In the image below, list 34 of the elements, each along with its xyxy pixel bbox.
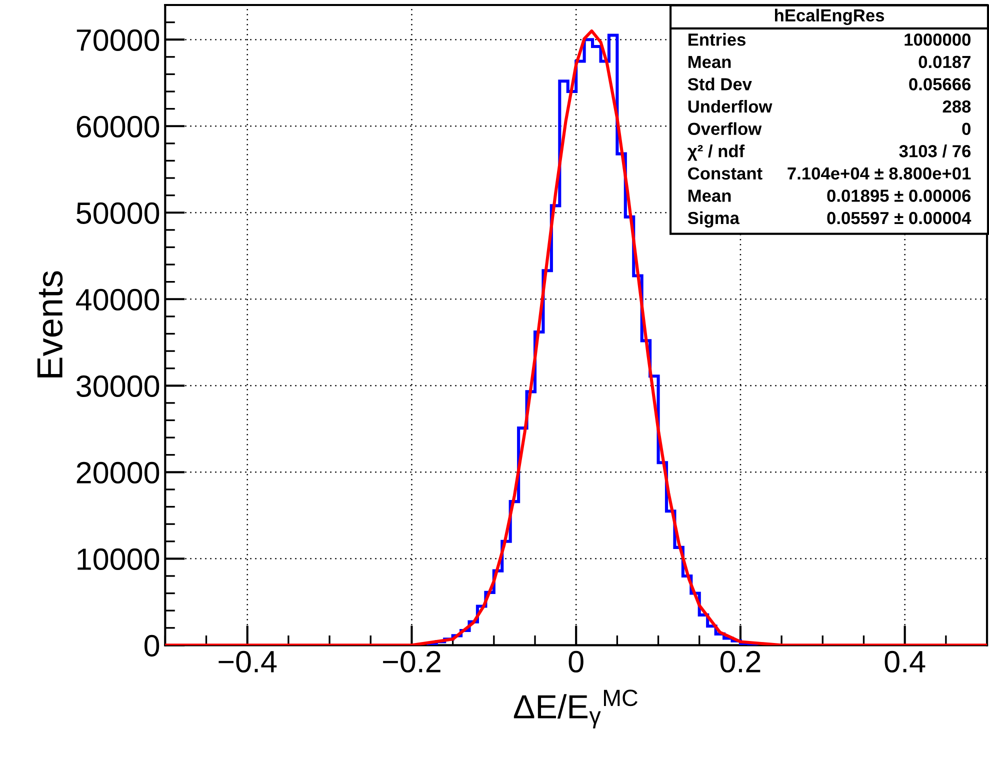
annotation: Underflow — [688, 100, 772, 113]
y-tick-label: 20000 — [76, 462, 160, 484]
x-axis-title: ΔE/E$_{γ}$$^{MC}$ — [514, 690, 638, 728]
annotation: Std Dev — [688, 78, 752, 90]
annotation: 0.01895 ± 0.00006 — [827, 190, 971, 202]
annotation: 1000000 — [904, 34, 970, 46]
annotation: 0.05597 ± 0.00004 — [827, 212, 972, 224]
annotation: 0 — [962, 122, 970, 136]
annotation: 3103 / 76 — [899, 144, 971, 158]
y-tick-label: 50000 — [76, 202, 160, 224]
y-tick-label: 40000 — [76, 288, 160, 311]
annotation: Mean — [688, 56, 731, 68]
annotation: Sigma — [688, 211, 740, 228]
annotation: 0.05666 — [909, 78, 971, 90]
y-tick-label: 0 — [144, 634, 160, 657]
x-tick-label: 0 — [568, 650, 584, 672]
x-tick-label: 0.4 — [884, 650, 926, 672]
annotation: χ² / ndf — [687, 144, 745, 161]
y-tick-label: 30000 — [76, 375, 160, 398]
annotation: hEcalEngRes — [775, 8, 884, 26]
annotation: Entries — [688, 33, 746, 46]
x-tick-label: −0.2 — [383, 650, 440, 672]
annotation: Overflow — [688, 122, 762, 136]
x-tick-label: 0.2 — [720, 650, 760, 672]
annotation: Mean — [688, 190, 731, 202]
x-tick-label: −0.4 — [218, 650, 277, 672]
y-tick-label: 70000 — [76, 29, 160, 51]
y-axis-title: Events — [37, 271, 63, 378]
y-tick-label: 10000 — [78, 548, 160, 570]
annotation: 7.104e+04 ± 8.800e+01 — [788, 167, 971, 180]
annotation: 0.0187 — [918, 56, 970, 68]
annotation: Constant — [688, 167, 762, 180]
annotation: 288 — [942, 100, 971, 113]
y-tick-label: 60000 — [76, 116, 160, 138]
